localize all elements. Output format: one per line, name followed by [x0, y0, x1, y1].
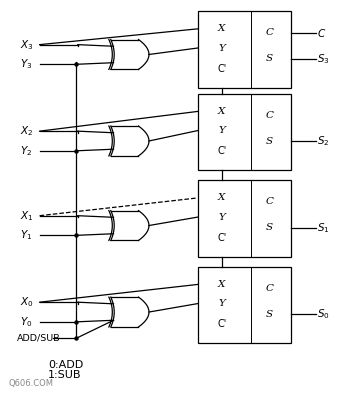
Text: $C$: $C$ [317, 27, 327, 39]
Text: S: S [266, 54, 273, 63]
Bar [197, 94, 291, 170]
Text: $S_3$: $S_3$ [317, 52, 330, 66]
Text: $S_0$: $S_0$ [317, 307, 330, 321]
Text: $X_3$: $X_3$ [21, 38, 34, 51]
Text: X: X [218, 193, 225, 202]
Text: X: X [218, 107, 225, 116]
Text: $Y_0$: $Y_0$ [21, 315, 33, 329]
Text: $Y_1$: $Y_1$ [21, 228, 33, 242]
Text: Q606.COM: Q606.COM [8, 379, 53, 388]
Text: C: C [265, 197, 273, 206]
Text: Y: Y [218, 44, 225, 53]
Bar [197, 267, 291, 343]
Bar [197, 11, 291, 88]
Text: C: C [265, 111, 273, 120]
Text: C: C [265, 28, 273, 37]
Text: 0:ADD: 0:ADD [48, 360, 84, 370]
Text: $Y_3$: $Y_3$ [21, 57, 33, 71]
Text: C': C' [217, 146, 226, 156]
Text: $Y_2$: $Y_2$ [21, 144, 33, 158]
Text: C': C' [217, 319, 226, 329]
Text: C: C [265, 284, 273, 293]
Text: X: X [218, 280, 225, 289]
Text: $X_0$: $X_0$ [21, 295, 34, 309]
Text: Y: Y [218, 299, 225, 308]
Text: S: S [266, 310, 273, 319]
Text: $S_2$: $S_2$ [317, 134, 330, 148]
Text: $X_1$: $X_1$ [21, 209, 34, 223]
Text: 1:SUB: 1:SUB [48, 370, 82, 380]
Text: ADD/SUB: ADD/SUB [17, 334, 61, 343]
Text: $X_2$: $X_2$ [21, 124, 34, 138]
Text: C': C' [217, 233, 226, 243]
Text: X: X [218, 25, 225, 33]
Text: $S_1$: $S_1$ [317, 221, 330, 235]
Text: S: S [266, 137, 273, 146]
Text: S: S [266, 223, 273, 232]
Text: Y: Y [218, 213, 225, 222]
Bar [197, 180, 291, 257]
Text: C': C' [217, 64, 226, 74]
Text: Y: Y [218, 126, 225, 135]
